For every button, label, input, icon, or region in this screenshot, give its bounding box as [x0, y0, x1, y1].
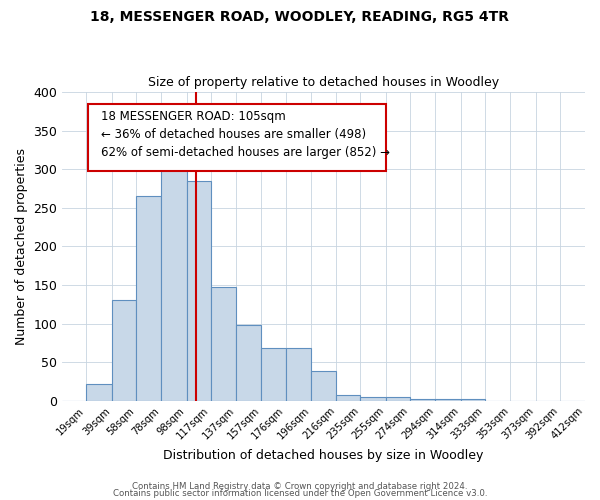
Bar [187, 181, 211, 400]
Bar [461, 399, 485, 400]
Bar [211, 288, 236, 401]
Text: Contains public sector information licensed under the Open Government Licence v3: Contains public sector information licen… [113, 490, 487, 498]
Bar [410, 399, 435, 400]
Bar [311, 372, 337, 400]
Y-axis label: Number of detached properties: Number of detached properties [15, 148, 28, 345]
Bar [286, 348, 311, 401]
Bar [136, 196, 161, 400]
Text: 18 MESSENGER ROAD: 105sqm
← 36% of detached houses are smaller (498)
62% of semi: 18 MESSENGER ROAD: 105sqm ← 36% of detac… [101, 110, 391, 159]
Bar [112, 300, 136, 400]
Bar [236, 325, 262, 400]
Bar [86, 384, 112, 400]
Bar [435, 399, 461, 400]
Bar [361, 397, 386, 400]
Text: 18, MESSENGER ROAD, WOODLEY, READING, RG5 4TR: 18, MESSENGER ROAD, WOODLEY, READING, RG… [91, 10, 509, 24]
Bar [337, 394, 361, 400]
Bar [386, 397, 410, 400]
Text: Contains HM Land Registry data © Crown copyright and database right 2024.: Contains HM Land Registry data © Crown c… [132, 482, 468, 491]
Title: Size of property relative to detached houses in Woodley: Size of property relative to detached ho… [148, 76, 499, 90]
FancyBboxPatch shape [88, 104, 386, 171]
Bar [161, 169, 187, 400]
X-axis label: Distribution of detached houses by size in Woodley: Distribution of detached houses by size … [163, 450, 484, 462]
Bar [262, 348, 286, 401]
